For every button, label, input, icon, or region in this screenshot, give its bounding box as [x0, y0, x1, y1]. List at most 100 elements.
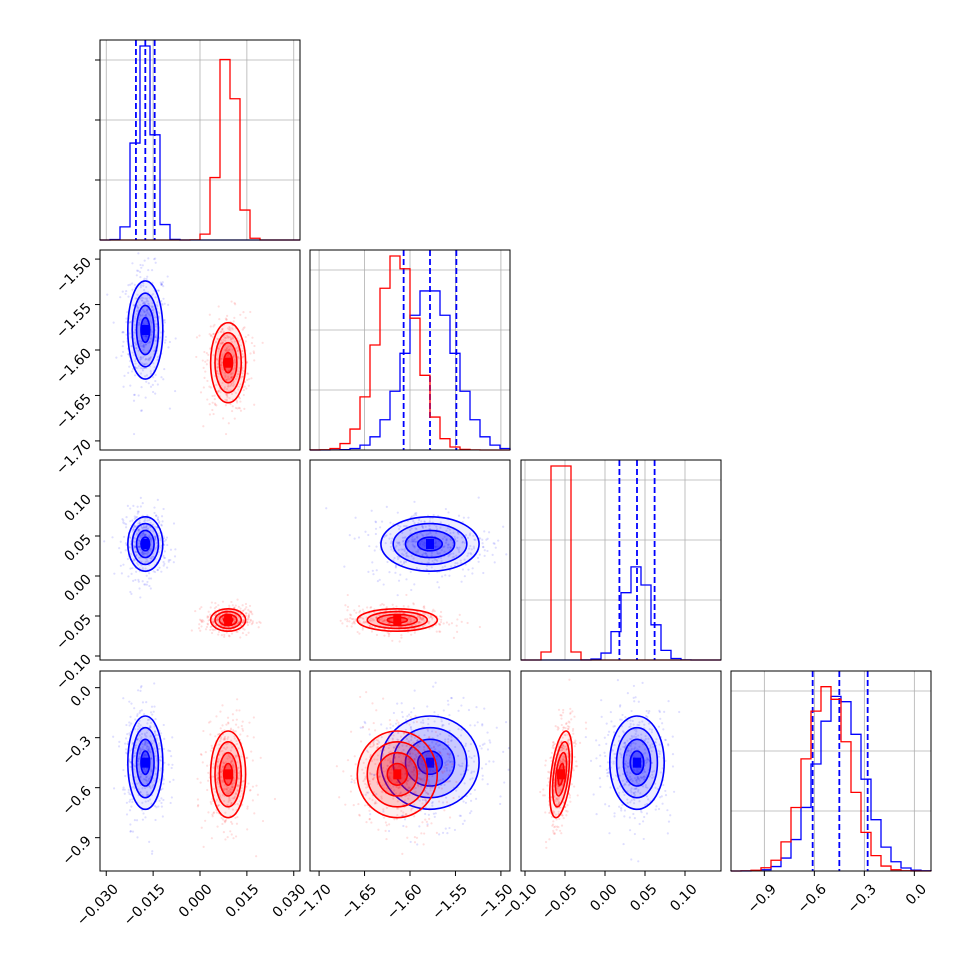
sample-point-blue	[448, 769, 451, 772]
sample-point-blue	[125, 801, 128, 804]
sample-point-red	[244, 607, 247, 611]
sample-point-red	[437, 800, 441, 803]
sample-point-red	[236, 598, 239, 601]
sample-point-blue	[129, 715, 132, 718]
sample-point-blue	[132, 504, 135, 507]
sample-point-blue	[147, 777, 150, 781]
sample-point-blue	[595, 739, 598, 742]
sample-point-blue	[444, 507, 447, 511]
sample-point-blue	[661, 722, 664, 725]
sample-point-blue	[430, 554, 433, 557]
sample-point-blue	[629, 771, 632, 775]
sample-point-red	[237, 406, 241, 410]
sample-point-red	[229, 336, 232, 339]
sample-point-red	[560, 813, 564, 817]
sample-point-blue	[449, 538, 452, 541]
sample-point-red	[402, 754, 406, 758]
sample-point-blue	[128, 360, 132, 363]
sample-point-blue	[418, 825, 421, 828]
sample-point-red	[417, 769, 420, 772]
sample-point-red	[409, 619, 412, 622]
sample-point-blue	[634, 732, 637, 736]
sample-point-blue	[438, 552, 442, 555]
sample-point-blue	[452, 552, 455, 555]
sample-point-blue	[153, 525, 157, 528]
sample-point-red	[380, 790, 383, 793]
sample-point-blue	[131, 530, 135, 533]
sample-point-red	[229, 787, 232, 790]
sample-point-blue	[413, 538, 417, 541]
sample-point-red	[216, 779, 219, 782]
sample-point-red	[247, 372, 250, 375]
sample-point-red	[224, 349, 227, 352]
sample-point-blue	[396, 511, 399, 514]
sample-point-blue	[413, 689, 416, 692]
sample-point-red	[227, 349, 230, 352]
sample-point-red	[375, 633, 379, 637]
sample-point-red	[233, 795, 237, 798]
sample-point-red	[451, 763, 454, 766]
sample-point-blue	[418, 799, 421, 802]
sample-point-red	[425, 753, 428, 757]
sample-point-red	[446, 763, 449, 766]
sample-point-red	[212, 325, 215, 328]
sample-point-red	[228, 348, 231, 351]
sample-point-red	[426, 824, 429, 828]
sample-point-blue	[141, 264, 144, 267]
sample-point-red	[402, 814, 405, 817]
sample-point-red	[229, 791, 233, 794]
sample-point-blue	[444, 738, 447, 741]
sample-point-red	[256, 793, 260, 796]
sample-point-red	[554, 800, 557, 803]
sample-point-blue	[411, 807, 414, 810]
sample-point-blue	[147, 746, 151, 749]
sample-point-red	[246, 805, 249, 808]
sample-point-blue	[427, 768, 430, 771]
sample-point-red	[250, 610, 253, 613]
sample-point-red	[231, 785, 234, 788]
sample-point-blue	[391, 537, 394, 540]
sample-point-red	[237, 605, 240, 608]
sample-point-blue	[139, 596, 142, 599]
contour-blue	[140, 750, 151, 776]
sample-point-red	[230, 375, 234, 379]
sample-point-blue	[650, 728, 654, 731]
sample-point-blue	[449, 760, 453, 763]
sample-point-blue	[156, 301, 159, 304]
sample-point-blue	[412, 731, 416, 735]
sample-point-red	[387, 635, 390, 638]
sample-point-blue	[658, 750, 661, 753]
sample-point-red	[206, 379, 209, 383]
sample-point-blue	[145, 380, 148, 383]
sample-point-red	[428, 620, 431, 623]
sample-point-red	[552, 740, 555, 744]
sample-point-blue	[416, 739, 420, 742]
sample-point-red	[369, 753, 372, 757]
sample-point-red	[389, 760, 393, 763]
sample-point-blue	[592, 793, 595, 796]
sample-point-blue	[368, 733, 371, 736]
sample-point-red	[374, 800, 377, 803]
sample-point-blue	[612, 731, 616, 734]
sample-point-red	[430, 758, 433, 762]
sample-point-red	[350, 625, 353, 628]
sample-point-red	[224, 820, 227, 823]
sample-point-red	[245, 387, 248, 390]
sample-point-red	[247, 614, 250, 617]
sample-point-blue	[124, 751, 128, 754]
sample-point-blue	[412, 540, 415, 543]
sample-point-blue	[389, 726, 392, 730]
contour-blue	[135, 738, 155, 787]
sample-point-blue	[141, 302, 145, 305]
sample-point-blue	[658, 710, 661, 714]
sample-point-blue	[613, 752, 616, 756]
sample-point-red	[445, 801, 449, 804]
sample-point-red	[427, 622, 431, 625]
sample-point-blue	[141, 701, 145, 704]
sample-point-blue	[154, 750, 157, 753]
sample-point-blue	[633, 787, 636, 791]
sample-point-blue	[148, 341, 151, 344]
sample-point-red	[230, 820, 233, 824]
sample-point-red	[231, 337, 234, 340]
sample-point-red	[257, 626, 260, 629]
